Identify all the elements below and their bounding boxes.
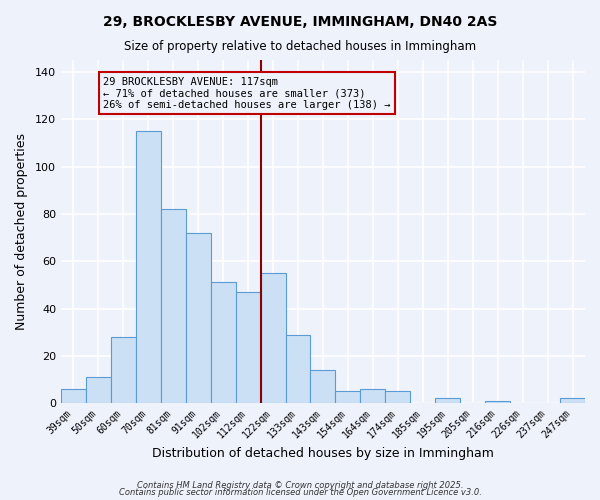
Bar	[211, 282, 236, 403]
Bar	[560, 398, 585, 403]
Bar	[61, 389, 86, 403]
Text: Contains public sector information licensed under the Open Government Licence v3: Contains public sector information licen…	[119, 488, 481, 497]
Bar	[286, 334, 310, 403]
Text: Contains HM Land Registry data © Crown copyright and database right 2025.: Contains HM Land Registry data © Crown c…	[137, 480, 463, 490]
Bar	[385, 392, 410, 403]
Text: Size of property relative to detached houses in Immingham: Size of property relative to detached ho…	[124, 40, 476, 53]
Bar	[310, 370, 335, 403]
X-axis label: Distribution of detached houses by size in Immingham: Distribution of detached houses by size …	[152, 447, 494, 460]
Text: 29, BROCKLESBY AVENUE, IMMINGHAM, DN40 2AS: 29, BROCKLESBY AVENUE, IMMINGHAM, DN40 2…	[103, 15, 497, 29]
Bar	[335, 392, 361, 403]
Bar	[236, 292, 260, 403]
Text: 29 BROCKLESBY AVENUE: 117sqm
← 71% of detached houses are smaller (373)
26% of s: 29 BROCKLESBY AVENUE: 117sqm ← 71% of de…	[103, 76, 391, 110]
Bar	[485, 401, 510, 403]
Bar	[361, 389, 385, 403]
Bar	[161, 209, 186, 403]
Y-axis label: Number of detached properties: Number of detached properties	[15, 133, 28, 330]
Bar	[260, 273, 286, 403]
Bar	[136, 131, 161, 403]
Bar	[86, 377, 111, 403]
Bar	[111, 337, 136, 403]
Bar	[435, 398, 460, 403]
Bar	[186, 233, 211, 403]
